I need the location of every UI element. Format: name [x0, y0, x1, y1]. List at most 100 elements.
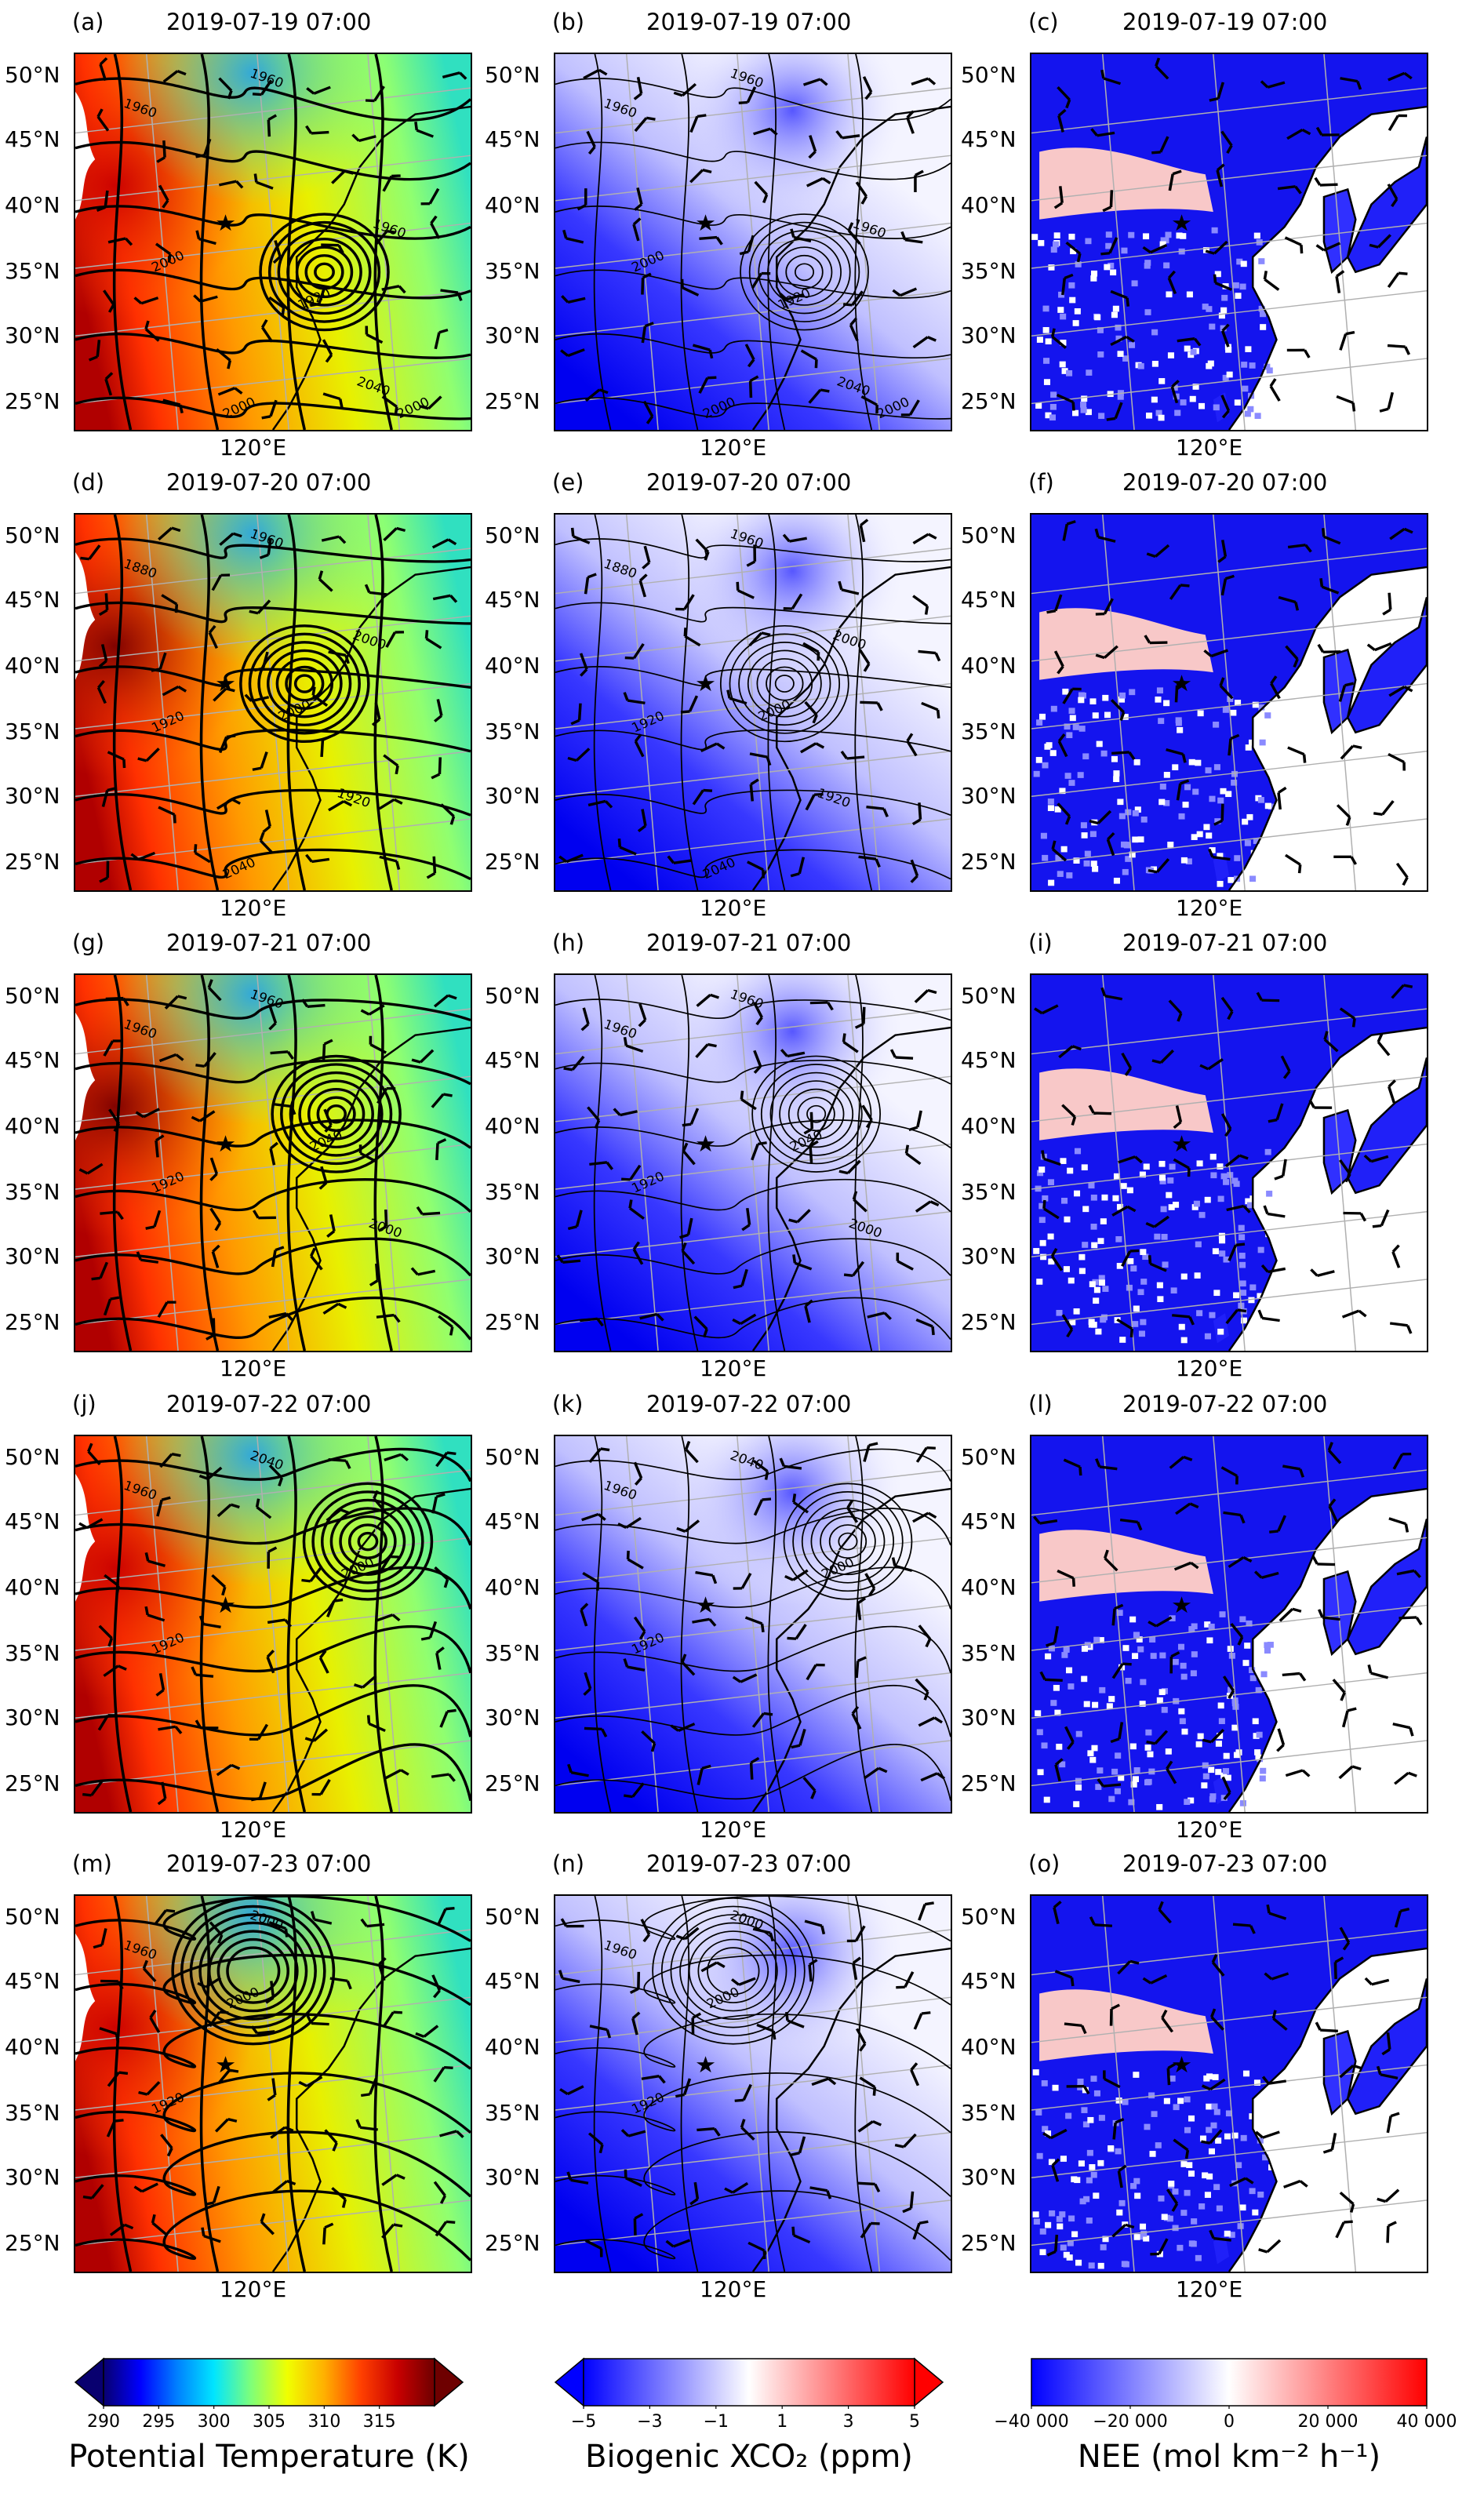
nee-pixel	[1090, 270, 1098, 277]
nee-pixel	[1180, 233, 1187, 239]
nee-pixel	[1222, 1768, 1229, 1774]
nee-pixel	[1212, 1248, 1219, 1254]
wind-barb	[1050, 1248, 1064, 1272]
nee-pixel	[1105, 242, 1112, 249]
wind-barb	[740, 2119, 755, 2141]
nee-pixel	[1086, 2149, 1093, 2156]
nee-pixel	[1239, 1800, 1246, 1806]
wind-barb	[855, 2028, 867, 2052]
wind-barb	[328, 650, 350, 664]
nee-pixel	[1192, 788, 1199, 795]
nee-pixel	[1253, 2079, 1260, 2086]
wind-barb	[906, 733, 918, 757]
nee-pixel	[1235, 700, 1242, 706]
korea-land	[1323, 2031, 1356, 2114]
wind-barb	[216, 1503, 240, 1518]
nee-pixel	[1233, 1292, 1240, 1299]
nee-pixel	[1254, 413, 1261, 420]
wind-barb	[191, 1110, 216, 1122]
wind-barb	[613, 1108, 638, 1117]
wind-barb	[724, 2181, 749, 2194]
station-star-icon: ★	[1171, 2052, 1192, 2078]
wind-barb	[382, 174, 401, 192]
map-canvas: ★	[1031, 975, 1427, 1351]
wind-barb	[431, 1493, 446, 1514]
nee-pixel	[1138, 1330, 1145, 1337]
nee-pixel	[1180, 1662, 1187, 1669]
wind-barb	[433, 2065, 453, 2083]
wind-barb	[808, 135, 817, 159]
wind-barb	[107, 2071, 129, 2087]
latitude-label: 50°N	[485, 1904, 540, 1930]
wind-barb	[270, 2126, 294, 2139]
nee-pixel	[1255, 1686, 1262, 1694]
nee-pixel	[1090, 2171, 1097, 2178]
wind-barb	[218, 180, 244, 189]
wind-barb	[1220, 1466, 1238, 1485]
wind-barb	[218, 77, 233, 100]
nee-pixel	[1068, 1277, 1075, 1284]
nee-pixel	[1090, 275, 1097, 282]
nee-pixel	[1195, 1241, 1202, 1248]
nee-pixel	[1098, 1275, 1105, 1282]
nee-pixel	[1255, 1754, 1262, 1761]
latitude-label: 30°N	[961, 2164, 1017, 2190]
wind-barb	[1106, 402, 1123, 421]
nee-source-region	[1039, 608, 1213, 680]
nee-pixel	[1158, 1160, 1166, 1167]
nee-pixel	[1066, 369, 1073, 377]
station-star-icon: ★	[1171, 1131, 1192, 1157]
wind-barb	[894, 2133, 917, 2148]
panel-timestamp: 2019-07-19 07:00	[646, 9, 852, 35]
nee-pixel	[1169, 1615, 1176, 1621]
nee-pixel	[1102, 1286, 1109, 1292]
panel-label: (i)	[1028, 930, 1053, 956]
nee-pixel	[1102, 2236, 1109, 2243]
wind-barb	[1367, 1664, 1389, 1679]
wind-barb	[835, 130, 860, 140]
wind-barb	[805, 792, 824, 811]
wind-barb	[889, 1049, 914, 1060]
nee-pixel	[1121, 247, 1128, 254]
wind-barb	[633, 1461, 643, 1486]
wind-barb	[78, 1162, 104, 1175]
nee-pixel	[1115, 1752, 1122, 1759]
colorbar-gradient	[103, 2358, 435, 2407]
latitude-label: 50°N	[485, 522, 540, 548]
nee-pixel	[1257, 2137, 1264, 2144]
wind-barb	[318, 570, 333, 592]
map-frame: ★	[1030, 513, 1428, 892]
wind-barb	[1175, 1502, 1199, 1515]
nee-pixel	[1089, 698, 1097, 705]
nee-pixel	[1168, 1204, 1175, 1210]
nee-pixel	[1058, 291, 1065, 298]
wind-barb	[811, 2077, 837, 2087]
nee-pixel	[1035, 402, 1042, 409]
nee-pixel	[1224, 1774, 1231, 1781]
wind-barb	[915, 1318, 935, 1336]
panel-label: (n)	[552, 1850, 585, 1877]
nee-pixel	[1180, 399, 1187, 406]
wind-barb	[579, 653, 588, 677]
wind-barb	[1276, 1728, 1286, 1752]
nee-pixel	[1129, 1743, 1137, 1750]
wind-barb	[1340, 77, 1362, 90]
wind-barb	[328, 800, 353, 812]
wind-barb	[730, 1977, 756, 1986]
wind-barb	[154, 1908, 176, 1925]
wind-barb	[863, 1442, 878, 1462]
nee-pixel	[1100, 750, 1108, 757]
wind-barb	[736, 581, 755, 599]
nee-pixel	[1115, 324, 1122, 331]
wind-barb	[420, 187, 440, 206]
wind-barb	[431, 757, 442, 780]
nee-pixel	[1100, 1218, 1107, 1224]
nee-pixel	[1080, 822, 1087, 828]
wind-barb	[1034, 1004, 1059, 1015]
wind-barb	[860, 395, 878, 414]
wind-barb	[410, 1267, 436, 1276]
nee-pixel	[1127, 1258, 1134, 1264]
wind-barb	[589, 1161, 614, 1170]
wind-barb	[106, 2119, 124, 2137]
